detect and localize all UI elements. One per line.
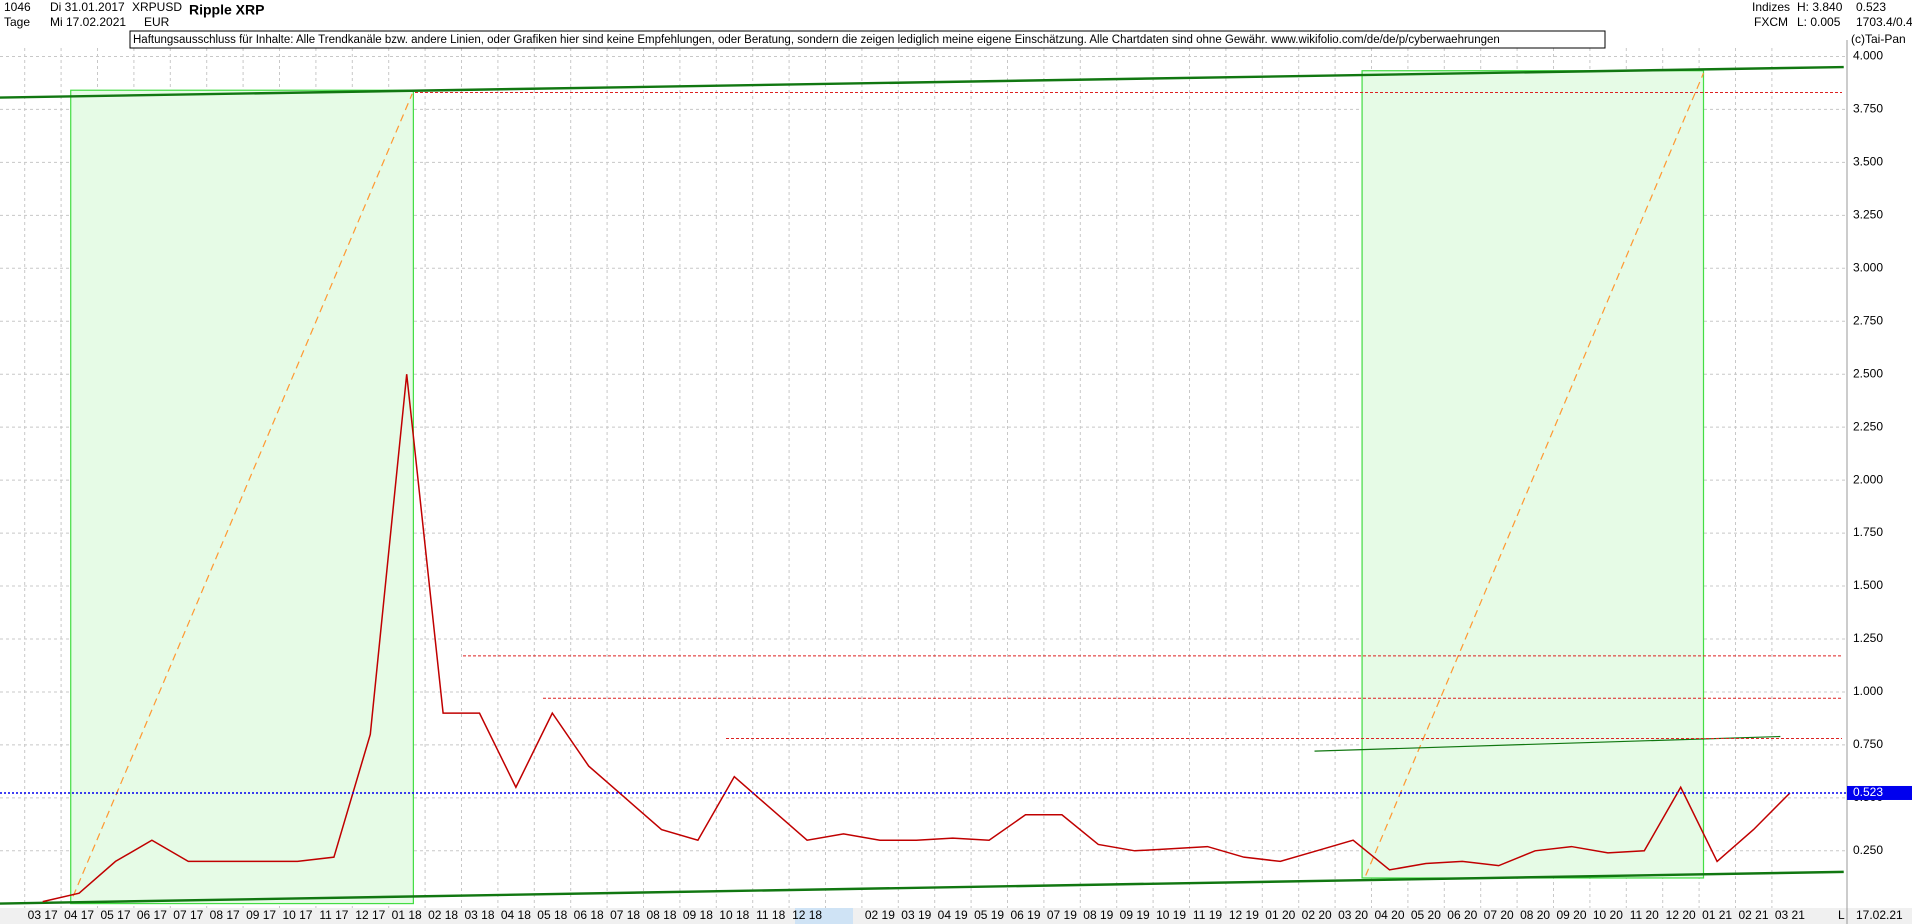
y-tick-label: 0.750 (1853, 737, 1883, 751)
x-tick-label: 12 17 (355, 908, 385, 922)
y-tick-label: 3.500 (1853, 155, 1883, 169)
x-tick-label: 09 19 (1120, 908, 1150, 922)
trendline (0, 65, 1844, 99)
price-line (42, 374, 1791, 903)
x-tick-label: 02 19 (865, 908, 895, 922)
x-tick-label: 08 18 (646, 908, 676, 922)
copyright: (c)Tai-Pan (1851, 32, 1906, 46)
x-tick-label: 07 17 (173, 908, 203, 922)
x-tick-label: 10 20 (1593, 908, 1623, 922)
y-tick-label: 3.750 (1853, 102, 1883, 116)
x-tick-label: 07 19 (1047, 908, 1077, 922)
last: 0.523 (1856, 0, 1886, 14)
x-tick-label: 12 20 (1666, 908, 1696, 922)
high: H: 3.840 (1797, 0, 1843, 14)
x-tick-label: 06 17 (137, 908, 167, 922)
x-tick-label: 03 20 (1338, 908, 1368, 922)
y-tick-label: 2.250 (1853, 419, 1883, 433)
x-tick-label: 02 20 (1302, 908, 1332, 922)
y-tick-label: 1.750 (1853, 525, 1883, 539)
x-tick-label: 01 18 (392, 908, 422, 922)
period[interactable]: Tage (4, 15, 30, 29)
group: Indizes (1752, 0, 1790, 14)
x-tick-label: 01 21 (1702, 908, 1732, 922)
projection (1365, 72, 1705, 876)
y-tick-label: 2.000 (1853, 472, 1883, 486)
x-tick-label: 02 18 (428, 908, 458, 922)
x-tick-label: 06 20 (1447, 908, 1477, 922)
info: 1703.4/0.4 (1856, 15, 1912, 29)
chart-title: Ripple XRP (189, 2, 264, 18)
y-tick-label: 2.750 (1853, 313, 1883, 327)
x-tick-label: 05 20 (1411, 908, 1441, 922)
last-price-label: 0.523 (1853, 785, 1883, 799)
y-tick-label: 1.000 (1853, 684, 1883, 698)
x-tick-label: 11 17 (319, 908, 348, 922)
y-tick-label: 3.000 (1853, 260, 1883, 274)
last-price-box (1847, 785, 1912, 800)
x-tick-label: 10 19 (1156, 908, 1186, 922)
disclaimer-box (129, 30, 1606, 49)
projection (72, 93, 413, 897)
x-axis-band (0, 908, 1912, 924)
x-tick-label: 11 19 (1193, 908, 1222, 922)
x-tick-label: 06 18 (574, 908, 604, 922)
x-tick-label: 03 21 (1775, 908, 1805, 922)
y-tick-label: 4.000 (1853, 49, 1883, 63)
x-tick-label: 04 18 (501, 908, 531, 922)
end-marker: L (1838, 908, 1845, 922)
end-date: 17.02.21 (1856, 908, 1903, 922)
y-tick-label: 1.250 (1853, 631, 1883, 645)
x-tick-label: 09 17 (246, 908, 276, 922)
x-tick-label: 03 18 (464, 908, 494, 922)
x-tick-label: 11 18 (756, 908, 785, 922)
x-tick-label: 04 20 (1374, 908, 1404, 922)
y-tick-label: 1.500 (1853, 578, 1883, 592)
x-tick-label: 03 19 (901, 908, 931, 922)
x-tick-label: 01 20 (1265, 908, 1295, 922)
trendline (0, 870, 1844, 905)
x-tick-label: 04 17 (64, 908, 94, 922)
x-tick-label: 10 17 (282, 908, 312, 922)
source: FXCM (1754, 15, 1788, 29)
x-tick-label: 07 20 (1484, 908, 1514, 922)
x-tick-label: 11 20 (1630, 908, 1659, 922)
x-tick-label: 12 18 (792, 908, 822, 922)
date-from[interactable]: Di 31.01.2017 (50, 0, 125, 14)
x-tick-label: 03 17 (28, 908, 58, 922)
x-tick-label: 10 18 (719, 908, 749, 922)
symbol: XRPUSD (132, 0, 182, 14)
x-tick-label: 09 20 (1556, 908, 1586, 922)
x-tick-label: 07 18 (610, 908, 640, 922)
x-tick-label: 08 20 (1520, 908, 1550, 922)
x-tick-label: 02 21 (1738, 908, 1768, 922)
x-tick-label: 09 18 (683, 908, 713, 922)
currency: EUR (144, 15, 170, 29)
x-axis-highlight (795, 908, 853, 924)
x-tick-label: 12 19 (1229, 908, 1259, 922)
zone (1361, 70, 1705, 879)
x-tick-label: 08 19 (1083, 908, 1113, 922)
drawings (0, 65, 1844, 905)
x-tick-label: 06 19 (1010, 908, 1040, 922)
count[interactable]: 1046 (4, 0, 31, 14)
x-tick-label: 05 19 (974, 908, 1004, 922)
x-tick-label: 05 18 (537, 908, 567, 922)
x-tick-label: 05 17 (100, 908, 130, 922)
disclaimer: Haftungsausschluss für Inhalte: Alle Tre… (133, 34, 1500, 46)
low: L: 0.005 (1797, 15, 1841, 29)
y-tick-label: 0.250 (1853, 843, 1883, 857)
x-tick-label: 08 17 (210, 908, 240, 922)
date-to[interactable]: Mi 17.02.2021 (50, 15, 126, 29)
y-tick-label: 3.250 (1853, 208, 1883, 222)
y-tick-label: 2.500 (1853, 366, 1883, 380)
x-tick-label: 04 19 (938, 908, 968, 922)
